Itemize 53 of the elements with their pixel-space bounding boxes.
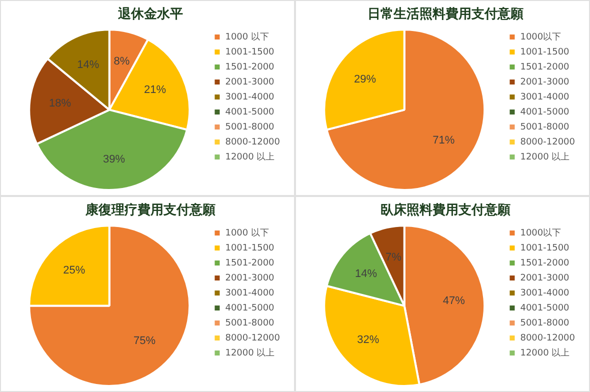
legend-label: 1501-2000 <box>520 258 570 268</box>
data-label: 18% <box>49 98 72 110</box>
legend-label: 3001-4000 <box>520 288 570 298</box>
legend-label: 12000 以上 <box>520 347 570 358</box>
data-label: 14% <box>77 58 100 71</box>
legend-label: 5001-8000 <box>520 318 570 328</box>
legend-label: 8000-12000 <box>520 333 576 344</box>
legend-label: 5001-8000 <box>520 122 570 132</box>
data-label: 29% <box>354 73 376 86</box>
legend-label: 4001-5000 <box>225 107 275 118</box>
legend-label: 12000 以上 <box>225 347 275 358</box>
legend-label: 8000-12000 <box>225 333 280 344</box>
chart-title: 康復理疗費用支付意願 <box>84 202 216 218</box>
legend-label: 1001-1500 <box>520 47 570 58</box>
legend-label: 1000 以下 <box>225 227 269 238</box>
legend-label: 8000-12000 <box>225 137 280 148</box>
legend-label: 1001-1500 <box>225 243 275 254</box>
data-label: 71% <box>432 134 455 146</box>
legend-label: 12000 以上 <box>520 151 570 162</box>
chart-title: 臥床照料費用支付意願 <box>380 202 510 218</box>
data-label: 32% <box>357 334 380 346</box>
data-label: 14% <box>355 268 378 280</box>
legend-label: 4001-5000 <box>225 303 275 314</box>
legend-label: 8000-12000 <box>520 137 576 148</box>
legend-label: 12000 以上 <box>225 151 275 162</box>
chart-title: 退休金水平 <box>117 6 183 22</box>
data-label: 8% <box>114 56 130 68</box>
legend-label: 4001-5000 <box>520 303 570 314</box>
legend-label: 3001-4000 <box>225 288 275 298</box>
data-label: 21% <box>144 84 166 96</box>
data-label: 47% <box>442 295 466 308</box>
legend-label: 1001-1500 <box>225 47 275 58</box>
legend-label: 2001-3000 <box>225 77 275 88</box>
legend-label: 1501-2000 <box>225 258 275 268</box>
legend-label: 5001-8000 <box>225 122 275 132</box>
data-label: 7% <box>386 251 402 264</box>
legend-label: 1501-2000 <box>225 62 275 72</box>
data-label: 75% <box>134 334 156 347</box>
legend-label: 2001-3000 <box>520 273 570 284</box>
legend-label: 2001-3000 <box>520 77 570 88</box>
legend-label: 4001-5000 <box>520 107 570 118</box>
legend-label: 1000以下 <box>520 31 562 42</box>
legend-label: 1000 以下 <box>225 31 269 42</box>
legend-label: 1000以下 <box>520 227 562 238</box>
data-label: 39% <box>103 153 126 166</box>
legend-label: 3001-4000 <box>520 92 570 102</box>
legend-label: 1001-1500 <box>520 243 570 254</box>
legend-label: 1501-2000 <box>520 62 570 72</box>
legend-label: 3001-4000 <box>225 92 275 102</box>
data-label: 25% <box>63 264 86 277</box>
legend-label: 5001-8000 <box>225 318 275 328</box>
chart-title: 日常生活照料費用支付意願 <box>368 6 524 22</box>
legend-label: 2001-3000 <box>225 273 275 284</box>
